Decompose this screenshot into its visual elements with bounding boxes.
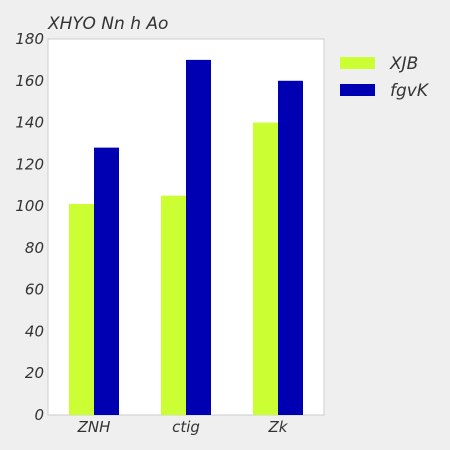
bar-XJB-ctig (161, 195, 186, 415)
y-tick-label: 0 (34, 406, 44, 424)
y-tick-label: 40 (25, 322, 44, 340)
y-axis: 0 20 40 60 80 100 120 140 160 180 (15, 30, 44, 424)
y-tick-label: 80 (25, 239, 44, 257)
y-tick-label: 140 (15, 114, 44, 132)
bar-XJB-Zk (253, 122, 278, 416)
x-tick-label: ctig (172, 418, 200, 436)
y-tick-label: 120 (15, 155, 44, 173)
y-tick-label: 180 (15, 30, 44, 48)
y-tick-label: 100 (15, 197, 44, 215)
bars-group (69, 59, 303, 416)
legend: XJB fgvK (340, 54, 430, 101)
bar-fgvK-ctig (186, 59, 211, 416)
legend-label: fgvK (390, 81, 430, 101)
legend-swatch (340, 84, 375, 96)
bar-fgvK-ZNH (94, 147, 119, 415)
y-tick-label: 60 (25, 281, 44, 299)
legend-swatch (340, 57, 375, 69)
bar-XJB-ZNH (69, 204, 94, 415)
y-tick-label: 20 (25, 364, 44, 382)
x-tick-label: Zk (268, 418, 289, 436)
y-tick-label: 160 (15, 72, 44, 90)
bar-fgvK-Zk (278, 80, 303, 416)
x-axis: ZNH ctig Zk (77, 418, 289, 436)
legend-label: XJB (389, 54, 418, 74)
x-tick-label: ZNH (77, 418, 111, 436)
chart-title: XHYO Nn h Ao (47, 14, 168, 34)
